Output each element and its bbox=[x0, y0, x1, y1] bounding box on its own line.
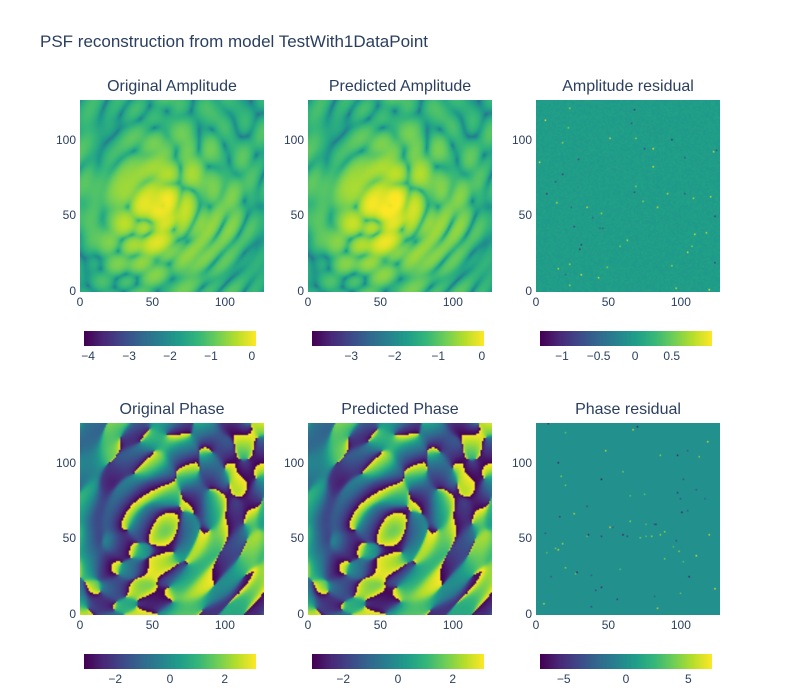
y-tick-label: 50 bbox=[290, 208, 304, 223]
colorbar-tick-label: 2 bbox=[221, 672, 229, 686]
heatmap-image bbox=[80, 100, 264, 292]
colorbar-tick-label: 0 bbox=[166, 672, 174, 686]
x-tick-label: 50 bbox=[601, 618, 616, 632]
x-tick-label: 0 bbox=[532, 295, 540, 309]
colorbar bbox=[312, 654, 484, 669]
x-tick-label: 100 bbox=[442, 295, 463, 309]
colorbar-tick-label: 0 bbox=[394, 672, 402, 686]
figure-title: PSF reconstruction from model TestWith1D… bbox=[40, 32, 429, 51]
panel-title: Phase residual bbox=[575, 401, 681, 418]
panel-title: Predicted Amplitude bbox=[328, 78, 472, 95]
y-tick-label: 50 bbox=[518, 208, 532, 223]
colorbar bbox=[312, 331, 484, 346]
colorbar-tick-label: −1 bbox=[431, 349, 446, 363]
colorbar-tick-label: −5 bbox=[556, 672, 571, 686]
y-tick-label: 100 bbox=[283, 455, 304, 470]
x-tick-label: 0 bbox=[532, 618, 540, 632]
x-tick-label: 50 bbox=[145, 295, 160, 309]
colorbar-tick-label: −0.5 bbox=[586, 349, 611, 363]
colorbar-tick-label: 0.5 bbox=[663, 349, 681, 363]
y-tick-label: 100 bbox=[511, 132, 532, 147]
y-tick-label: 0 bbox=[69, 284, 76, 298]
y-tick-label: 50 bbox=[62, 531, 76, 546]
heatmap-image bbox=[308, 423, 492, 615]
colorbar-tick-label: 5 bbox=[684, 672, 692, 686]
y-tick-label: 100 bbox=[55, 132, 76, 147]
colorbar-tick-label: −2 bbox=[336, 672, 351, 686]
colorbar-tick-label: −1 bbox=[555, 349, 569, 363]
x-tick-label: 100 bbox=[214, 618, 235, 632]
x-tick-label: 100 bbox=[214, 295, 235, 309]
y-tick-label: 100 bbox=[283, 132, 304, 147]
colorbar-tick-label: −2 bbox=[163, 349, 177, 363]
colorbar-tick-label: −3 bbox=[344, 349, 359, 363]
y-tick-label: 100 bbox=[511, 455, 532, 470]
colorbar bbox=[540, 654, 712, 669]
x-tick-label: 100 bbox=[670, 295, 691, 309]
x-tick-label: 0 bbox=[304, 618, 312, 632]
colorbar-tick-label: −1 bbox=[204, 349, 218, 363]
x-tick-label: 100 bbox=[442, 618, 463, 632]
heatmap-image bbox=[308, 100, 492, 292]
y-tick-label: 50 bbox=[518, 531, 532, 546]
colorbar bbox=[84, 331, 256, 346]
colorbar bbox=[540, 331, 712, 346]
colorbar-tick-label: −2 bbox=[387, 349, 402, 363]
colorbar-tick-label: 0 bbox=[478, 349, 486, 363]
heatmap-image bbox=[80, 423, 264, 615]
y-tick-label: 0 bbox=[297, 607, 304, 621]
x-tick-label: 50 bbox=[601, 295, 616, 309]
heatmap-image bbox=[536, 100, 720, 292]
colorbar-tick-label: 0 bbox=[622, 672, 630, 686]
y-tick-label: 0 bbox=[297, 284, 304, 298]
x-tick-label: 0 bbox=[76, 618, 84, 632]
y-tick-label: 0 bbox=[525, 284, 532, 298]
y-tick-label: 0 bbox=[69, 607, 76, 621]
colorbar-tick-label: 0 bbox=[631, 349, 639, 363]
x-tick-label: 100 bbox=[670, 618, 691, 632]
colorbar-tick-label: −4 bbox=[81, 349, 95, 363]
x-tick-label: 50 bbox=[373, 618, 388, 632]
heatmap-image bbox=[536, 423, 720, 615]
x-tick-label: 50 bbox=[373, 295, 388, 309]
colorbar-tick-label: −3 bbox=[122, 349, 136, 363]
x-tick-label: 0 bbox=[304, 295, 312, 309]
y-tick-label: 50 bbox=[290, 531, 304, 546]
panel-title: Amplitude residual bbox=[562, 78, 694, 95]
x-tick-label: 0 bbox=[76, 295, 84, 309]
colorbar bbox=[84, 654, 256, 669]
y-tick-label: 50 bbox=[62, 208, 76, 223]
colorbar-tick-label: 2 bbox=[449, 672, 457, 686]
y-tick-label: 100 bbox=[55, 455, 76, 470]
colorbar-tick-label: −2 bbox=[108, 672, 123, 686]
panel-title: Original Amplitude bbox=[107, 78, 237, 95]
panel-title: Original Phase bbox=[119, 401, 225, 418]
colorbar-tick-label: 0 bbox=[248, 349, 256, 363]
y-tick-label: 0 bbox=[525, 607, 532, 621]
panel-title: Predicted Phase bbox=[341, 401, 459, 418]
x-tick-label: 50 bbox=[145, 618, 160, 632]
